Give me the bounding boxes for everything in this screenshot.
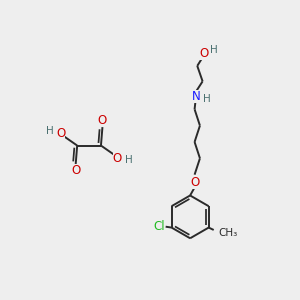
Text: H: H: [203, 94, 211, 104]
Text: O: O: [71, 164, 80, 177]
Text: Cl: Cl: [153, 220, 165, 232]
Text: O: O: [98, 114, 107, 127]
Text: O: O: [199, 47, 208, 60]
Text: H: H: [125, 155, 133, 165]
Text: H: H: [210, 45, 218, 56]
Text: O: O: [113, 152, 122, 164]
Text: N: N: [192, 90, 200, 103]
Text: O: O: [190, 176, 199, 190]
Text: H: H: [46, 126, 53, 136]
Text: CH₃: CH₃: [219, 228, 238, 238]
Text: O: O: [56, 127, 65, 140]
